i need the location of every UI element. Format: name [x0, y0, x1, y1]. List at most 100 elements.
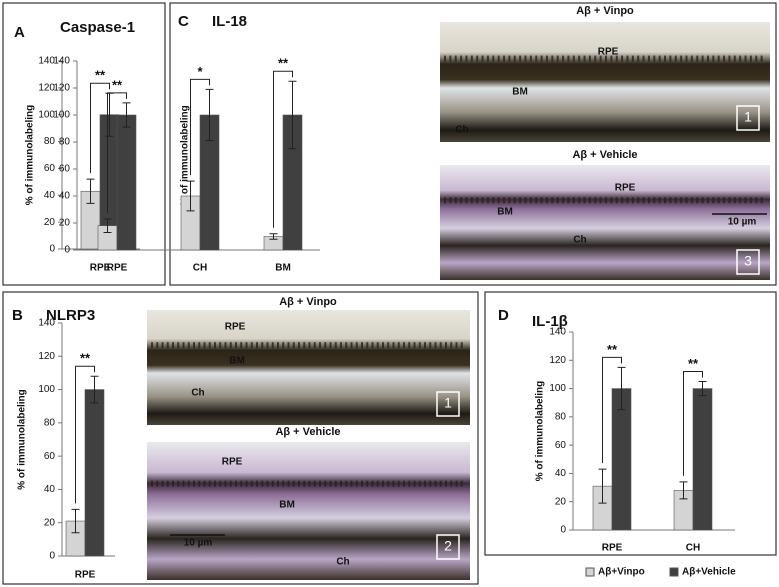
cell-texture	[266, 480, 269, 487]
cell-texture	[513, 55, 516, 62]
y-tick-label: 40	[59, 191, 71, 202]
cell-texture	[261, 342, 264, 349]
cell-texture	[712, 55, 715, 62]
y-tick-label: 80	[555, 411, 567, 422]
cell-texture	[219, 342, 222, 349]
y-tick-label: 140	[38, 318, 55, 329]
cell-texture	[324, 480, 327, 487]
panel-d	[484, 291, 777, 556]
legend-swatch	[585, 567, 595, 577]
y-tick-label: 120	[53, 83, 70, 94]
panel-b	[2, 291, 479, 585]
image-number-box	[736, 105, 760, 131]
cell-texture	[503, 55, 506, 62]
cell-texture	[408, 480, 411, 487]
cell-texture	[497, 197, 500, 204]
cell-texture	[621, 55, 624, 62]
cell-texture	[455, 480, 458, 487]
cell-texture	[760, 197, 763, 204]
cell-texture	[282, 342, 285, 349]
cell-texture	[424, 480, 426, 487]
y-tick-label: 140	[38, 56, 55, 67]
cell-texture	[503, 197, 506, 204]
cell-texture	[744, 197, 747, 204]
cell-texture	[277, 480, 279, 487]
cell-texture	[470, 55, 473, 62]
significance-bracket	[273, 70, 293, 228]
cell-texture	[313, 480, 316, 487]
cell-texture	[664, 55, 667, 62]
cell-texture	[690, 55, 693, 62]
panel-a	[2, 2, 166, 286]
cell-texture	[266, 342, 269, 349]
cell-texture	[723, 55, 726, 62]
y-axis-label: % of immunolabeling	[535, 381, 546, 482]
cell-texture	[355, 342, 358, 349]
panel-label: D	[498, 307, 509, 324]
cell-texture	[340, 342, 342, 349]
cell-texture	[235, 342, 237, 349]
cell-texture	[465, 55, 468, 62]
significance-label: **	[607, 342, 618, 357]
cell-texture	[392, 342, 395, 349]
cell-texture	[626, 197, 629, 204]
image-number-box	[436, 391, 460, 417]
cell-texture	[535, 197, 538, 204]
cell-texture	[256, 480, 258, 487]
image-label: Ch	[455, 125, 468, 136]
cell-texture	[481, 55, 484, 62]
image-number-box	[736, 249, 760, 275]
cell-texture	[287, 342, 290, 349]
cell-texture	[350, 480, 353, 487]
cell-texture	[486, 197, 489, 204]
cell-texture	[256, 342, 258, 349]
cell-texture	[208, 480, 211, 487]
cell-texture	[319, 480, 321, 487]
cell-texture	[298, 342, 300, 349]
image-label: Ch	[336, 557, 349, 568]
cell-texture	[329, 480, 332, 487]
image-label: BM	[229, 356, 245, 367]
error-bar	[86, 178, 95, 204]
cell-texture	[397, 342, 400, 349]
cell-texture	[492, 55, 495, 62]
cell-texture	[460, 480, 463, 487]
cell-texture	[182, 480, 185, 487]
y-tick-label: 120	[38, 82, 55, 93]
cell-texture	[366, 342, 369, 349]
cell-texture	[712, 197, 715, 204]
cell-texture	[245, 342, 248, 349]
cell-texture	[261, 480, 264, 487]
image-title: Aβ + Vehicle	[275, 426, 340, 438]
cell-texture	[529, 55, 532, 62]
cell-texture	[476, 55, 479, 62]
chart-title: IL-18	[212, 13, 247, 30]
y-tick-label: 0	[560, 525, 566, 536]
image-label: 3	[744, 253, 752, 269]
cell-texture	[481, 197, 484, 204]
cell-texture	[749, 55, 752, 62]
cell-texture	[685, 197, 688, 204]
significance-label: *	[197, 64, 203, 79]
cell-texture	[701, 197, 704, 204]
cell-texture	[449, 197, 452, 204]
cell-texture	[460, 342, 463, 349]
cell-texture	[449, 55, 452, 62]
image-label: Ch	[191, 388, 204, 399]
cell-texture	[361, 480, 363, 487]
cell-texture	[556, 197, 559, 204]
cell-texture	[371, 480, 374, 487]
cell-texture	[647, 197, 650, 204]
cell-texture	[198, 342, 201, 349]
cell-texture	[303, 480, 306, 487]
cell-texture	[583, 55, 586, 62]
cell-texture	[292, 480, 295, 487]
panel-label: B	[12, 307, 23, 324]
cell-texture	[387, 480, 390, 487]
cell-texture	[492, 197, 495, 204]
cell-texture	[594, 197, 597, 204]
cell-texture	[680, 55, 683, 62]
cell-texture	[615, 197, 618, 204]
cell-texture	[151, 480, 153, 487]
y-tick-label: 60	[59, 164, 71, 175]
